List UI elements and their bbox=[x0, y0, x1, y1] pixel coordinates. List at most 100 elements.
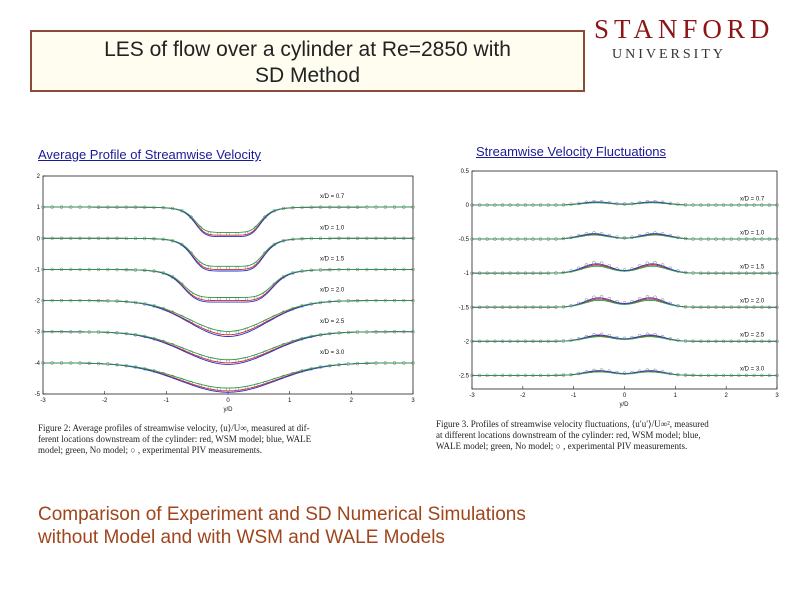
data-point bbox=[365, 236, 369, 241]
data-point bbox=[660, 232, 665, 236]
data-point bbox=[78, 236, 82, 241]
data-point bbox=[346, 330, 351, 335]
x-tick-label: 0 bbox=[226, 398, 230, 404]
left-x-axis-label: y/D bbox=[224, 407, 234, 413]
x-tick-label: 3 bbox=[775, 393, 779, 399]
x-tick-label: 2 bbox=[350, 398, 354, 404]
data-point bbox=[500, 305, 505, 309]
location-label: x/D = 0.7 bbox=[740, 196, 765, 202]
data-point bbox=[683, 270, 688, 275]
data-point bbox=[760, 373, 764, 378]
stanford-logo-main: STANFORD bbox=[594, 14, 775, 44]
x-tick-label: -3 bbox=[40, 398, 46, 404]
data-point bbox=[263, 215, 267, 219]
experimental-data-points bbox=[470, 368, 779, 378]
data-point bbox=[538, 203, 543, 207]
data-point bbox=[96, 236, 101, 241]
data-point bbox=[637, 369, 642, 373]
data-point bbox=[263, 350, 267, 355]
data-point bbox=[546, 203, 551, 207]
data-point bbox=[244, 356, 249, 361]
data-point bbox=[714, 237, 718, 241]
data-point bbox=[500, 237, 505, 241]
data-point bbox=[477, 237, 482, 241]
y-tick-label: 2 bbox=[37, 174, 41, 180]
x-tick-label: -1 bbox=[571, 393, 577, 399]
data-point bbox=[170, 206, 175, 211]
comparison-line2: without Model and with WSM and WALE Mode… bbox=[38, 527, 445, 548]
data-point bbox=[189, 319, 193, 324]
data-point bbox=[691, 237, 695, 241]
data-point bbox=[365, 298, 369, 303]
data-point bbox=[235, 297, 240, 301]
data-point bbox=[152, 205, 156, 210]
data-point bbox=[133, 268, 138, 272]
data-point bbox=[760, 339, 764, 344]
data-point bbox=[328, 267, 332, 272]
data-point bbox=[760, 305, 764, 309]
data-point bbox=[41, 298, 45, 303]
data-point bbox=[254, 324, 258, 328]
data-point bbox=[721, 339, 726, 344]
data-point bbox=[374, 236, 378, 241]
data-point bbox=[392, 361, 397, 365]
comparison-line1: Comparison of Experiment and SD Numerica… bbox=[38, 504, 526, 525]
data-point bbox=[592, 368, 596, 373]
location-label: x/D = 1.0 bbox=[740, 230, 765, 236]
data-point bbox=[630, 235, 634, 239]
stanford-logo-sub: UNIVERSITY bbox=[612, 47, 726, 62]
data-point bbox=[493, 373, 497, 378]
data-point bbox=[607, 200, 612, 205]
experimental-data-points bbox=[41, 298, 415, 335]
data-point bbox=[599, 231, 604, 236]
data-point bbox=[615, 299, 619, 304]
data-point bbox=[599, 261, 604, 265]
data-point bbox=[546, 373, 551, 378]
experimental-data-points bbox=[470, 231, 779, 241]
data-point bbox=[691, 339, 695, 343]
x-tick-label: 1 bbox=[674, 393, 678, 399]
data-point bbox=[706, 203, 711, 207]
data-point bbox=[383, 330, 388, 334]
data-point bbox=[96, 330, 101, 334]
data-point bbox=[569, 303, 573, 308]
experimental-data-points bbox=[470, 199, 779, 207]
left-caption-line1: Figure 2: Average profiles of streamwise… bbox=[38, 423, 310, 433]
location-label: x/D = 2.0 bbox=[740, 298, 765, 304]
data-point bbox=[87, 267, 92, 272]
data-point bbox=[133, 333, 138, 337]
location-label: x/D = 2.0 bbox=[320, 288, 345, 294]
data-point bbox=[69, 267, 73, 272]
data-point bbox=[106, 362, 110, 366]
data-point bbox=[699, 237, 703, 241]
series-line bbox=[472, 334, 777, 342]
data-point bbox=[767, 339, 772, 344]
data-point bbox=[133, 205, 138, 209]
data-point bbox=[668, 301, 673, 306]
location-label: x/D = 3.0 bbox=[740, 367, 765, 373]
data-point bbox=[485, 339, 489, 344]
left-caption-line2: ferent locations downstream of the cylin… bbox=[38, 434, 312, 444]
data-point bbox=[170, 343, 175, 347]
data-point bbox=[645, 368, 650, 372]
experimental-data-points bbox=[470, 260, 779, 275]
data-point bbox=[706, 237, 711, 241]
data-point bbox=[645, 261, 650, 265]
data-point bbox=[554, 271, 558, 275]
data-point bbox=[365, 205, 369, 209]
data-point bbox=[523, 373, 528, 378]
data-point bbox=[106, 330, 110, 335]
data-point bbox=[226, 266, 230, 270]
data-point bbox=[592, 295, 596, 300]
data-point bbox=[78, 330, 82, 334]
data-point bbox=[309, 236, 314, 241]
experimental-data-points bbox=[41, 361, 415, 392]
data-point bbox=[309, 268, 314, 273]
data-point bbox=[767, 271, 772, 275]
data-point bbox=[584, 232, 589, 236]
data-point bbox=[714, 203, 718, 207]
series-line bbox=[472, 336, 777, 342]
data-point bbox=[760, 271, 764, 275]
data-point bbox=[500, 339, 505, 344]
location-label: x/D = 2.5 bbox=[320, 319, 345, 325]
